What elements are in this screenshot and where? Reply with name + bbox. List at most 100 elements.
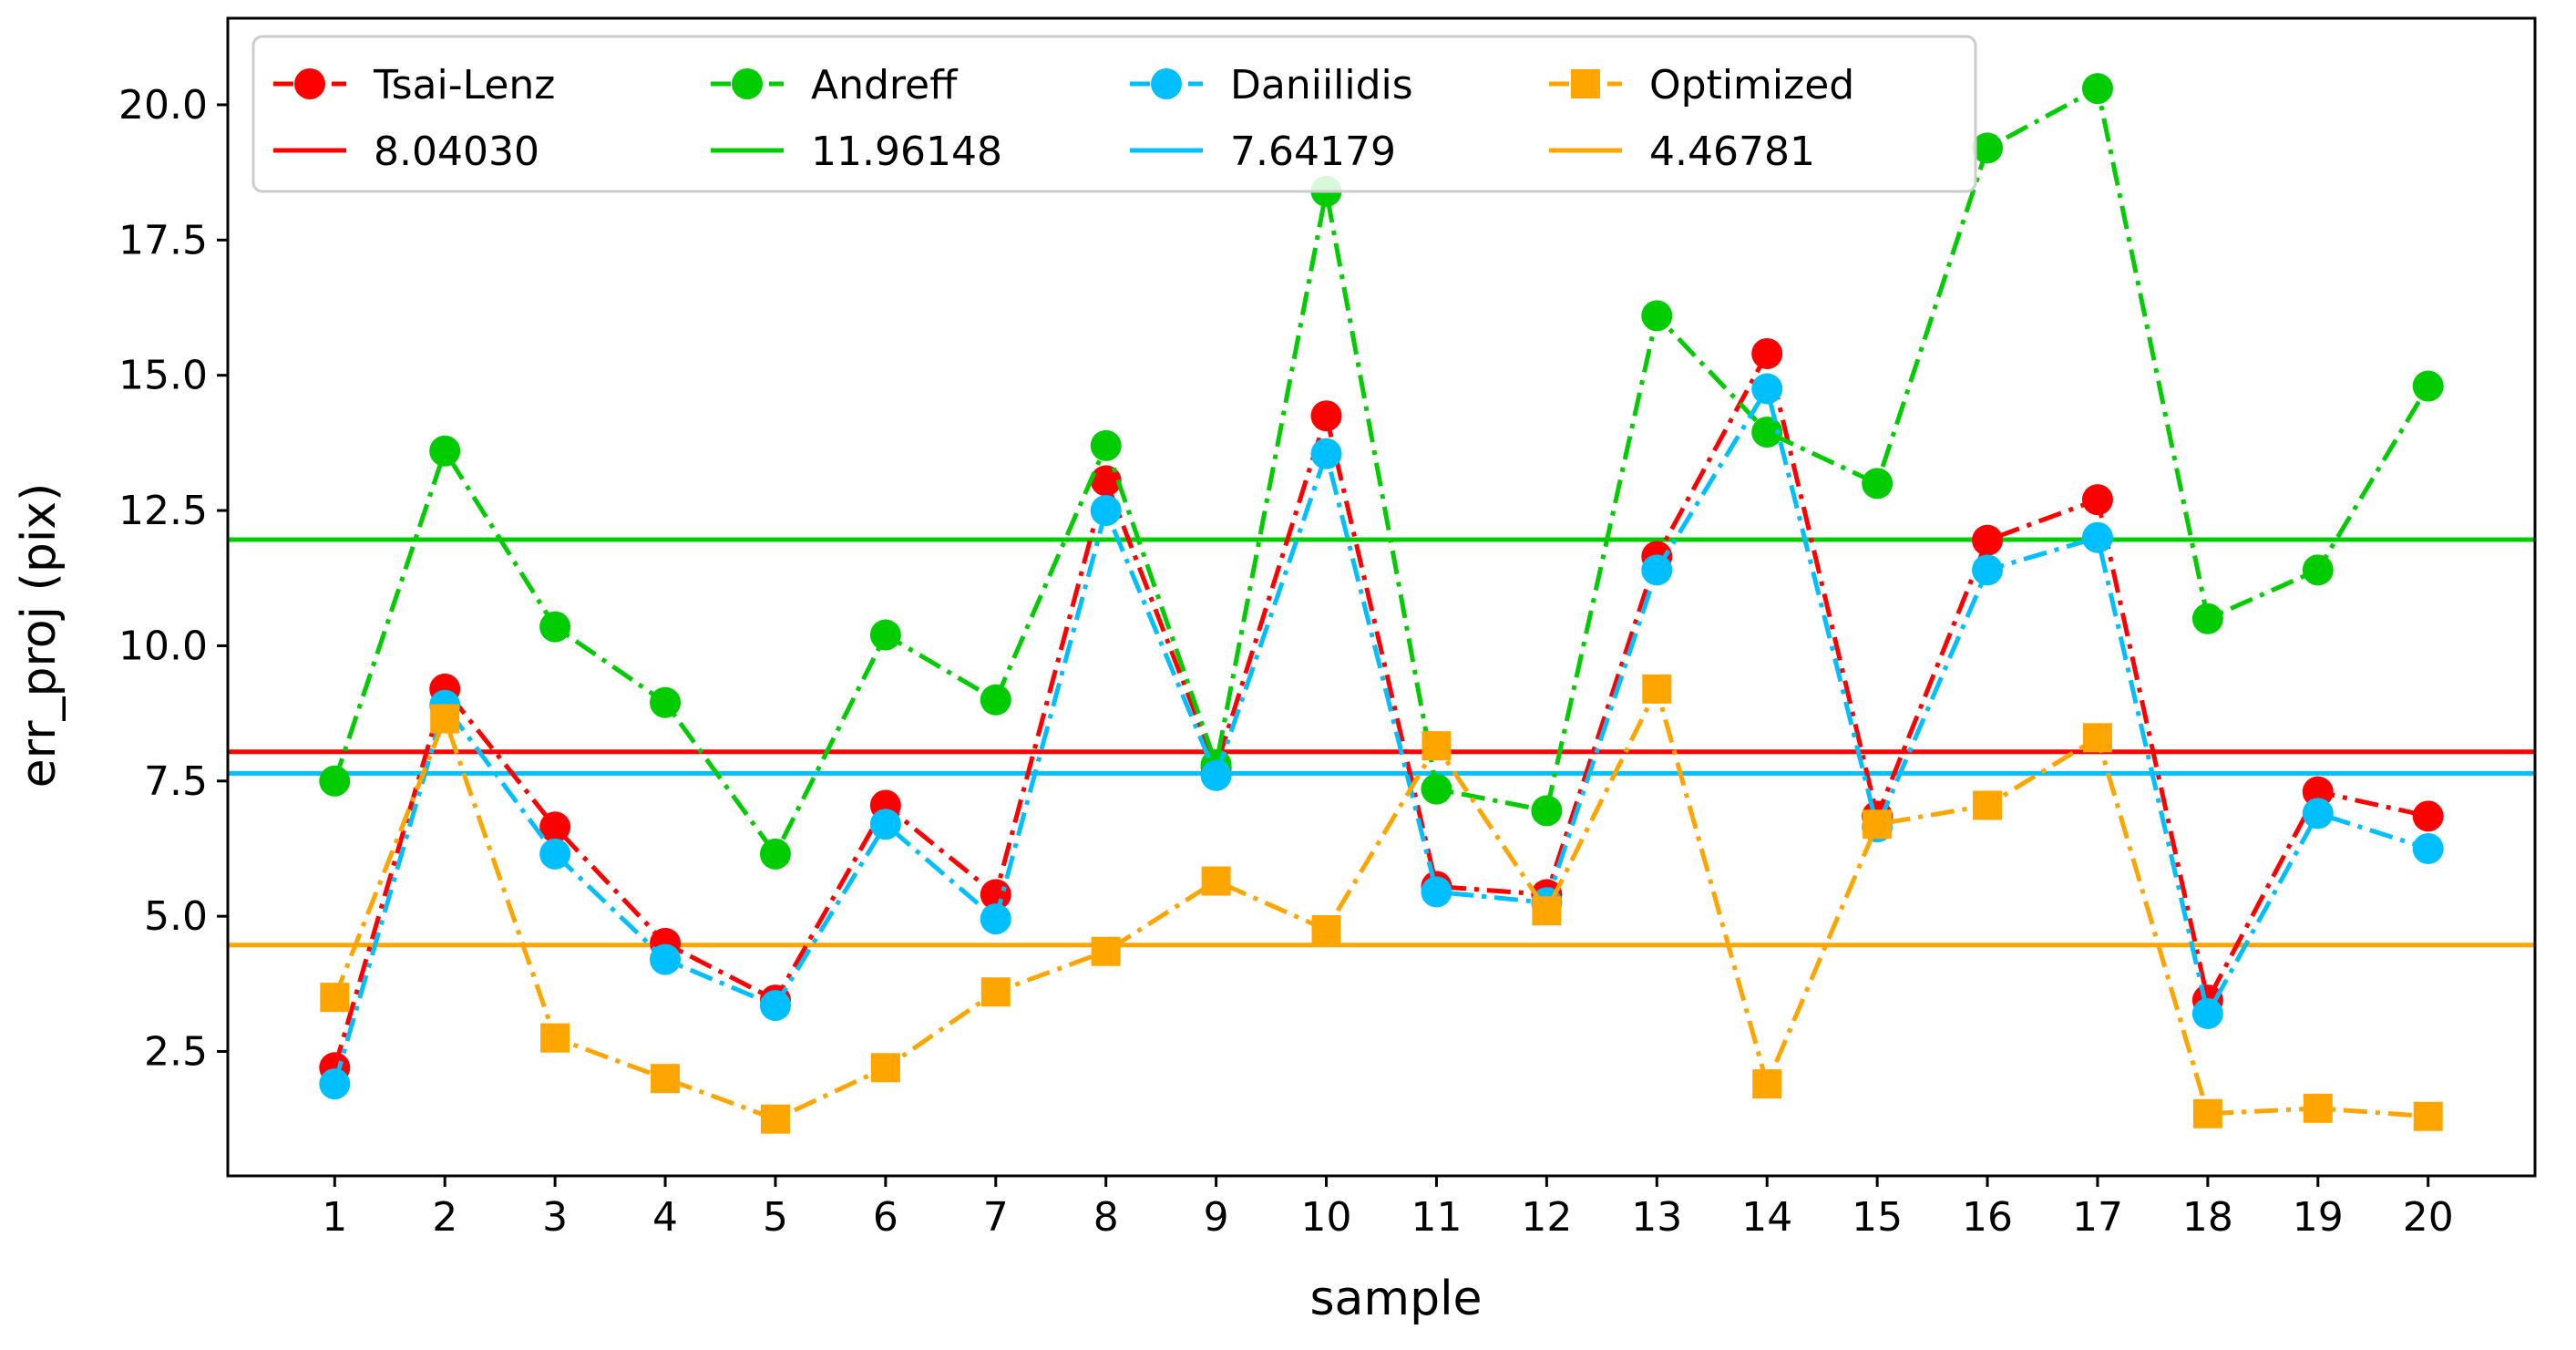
series-line-daniilidis — [332, 386, 2429, 1085]
legend-label-tsai-lenz: Tsai-Lenz — [373, 62, 555, 108]
data-point-daniilidis — [650, 943, 682, 975]
mean-lines — [228, 537, 2535, 948]
series-andreff — [319, 73, 2444, 870]
x-tick-label: 5 — [763, 1194, 788, 1241]
y-tick-label: 2.5 — [144, 1029, 208, 1076]
data-point-andreff — [1751, 416, 1783, 448]
data-point-daniilidis — [980, 903, 1011, 935]
data-point-andreff — [2412, 370, 2444, 402]
plot-frame — [226, 16, 2537, 1178]
series-optimized — [320, 674, 2443, 1134]
x-tick-label: 20 — [2403, 1194, 2454, 1241]
data-point-daniilidis — [1421, 876, 1452, 908]
legend-mean-label-andreff: 11.96148 — [811, 129, 1002, 175]
series-line-tsai-lenz — [332, 351, 2429, 1068]
y-tick-label: 10.0 — [118, 623, 208, 669]
y-axis-label: err_proj (pix) — [12, 483, 67, 788]
data-point-tsai-lenz — [2412, 800, 2444, 832]
x-tick-label: 7 — [983, 1194, 1009, 1241]
legend-mean-label-tsai-lenz: 8.04030 — [374, 129, 539, 175]
data-point-optimized — [2192, 1098, 2222, 1128]
data-point-daniilidis — [539, 838, 571, 870]
data-point-andreff — [1531, 795, 1563, 827]
data-point-tsai-lenz — [1310, 400, 1342, 432]
legend-marker-daniilidis — [1151, 68, 1182, 99]
legend-label-daniilidis: Daniilidis — [1230, 62, 1413, 108]
data-point-optimized — [1421, 731, 1452, 761]
data-point-andreff — [319, 765, 351, 797]
x-tick-label: 16 — [1962, 1194, 2013, 1241]
x-tick-label: 2 — [432, 1194, 457, 1241]
legend-box — [251, 35, 1977, 193]
x-axis-label: sample — [1309, 1272, 1482, 1326]
data-point-optimized — [1973, 790, 2003, 820]
data-point-optimized — [2082, 723, 2112, 753]
y-tick-label: 12.5 — [118, 488, 208, 534]
data-point-daniilidis — [1972, 554, 2004, 586]
data-point-andreff — [2081, 73, 2113, 105]
x-tick-label: 6 — [873, 1194, 898, 1241]
series-line-optimized — [332, 686, 2428, 1122]
data-point-optimized — [1201, 866, 1231, 896]
data-point-andreff — [650, 686, 682, 718]
data-point-daniilidis — [1310, 438, 1342, 469]
x-tick-label: 12 — [1521, 1194, 1572, 1241]
data-point-optimized — [2413, 1101, 2443, 1131]
data-point-daniilidis — [869, 809, 901, 840]
y-tick-label: 5.0 — [144, 893, 208, 940]
x-tick-label: 15 — [1852, 1194, 1903, 1241]
x-tick-label: 17 — [2072, 1194, 2123, 1241]
data-point-daniilidis — [759, 990, 791, 1022]
data-point-andreff — [1421, 773, 1452, 805]
data-point-optimized — [430, 704, 460, 734]
series-layer — [319, 73, 2444, 1134]
y-tick-label: 20.0 — [118, 82, 208, 129]
data-point-daniilidis — [1641, 554, 1673, 586]
series-line-andreff — [332, 86, 2430, 857]
x-tick-label: 8 — [1093, 1194, 1119, 1241]
legend-mean-label-optimized: 4.46781 — [1649, 129, 1815, 175]
data-point-optimized — [320, 983, 350, 1013]
y-tick-label: 17.5 — [118, 217, 208, 263]
data-point-andreff — [2191, 603, 2223, 634]
data-point-optimized — [1532, 896, 1562, 926]
data-point-optimized — [1091, 936, 1121, 966]
data-point-optimized — [980, 977, 1011, 1007]
x-tick-label: 19 — [2293, 1194, 2344, 1241]
data-point-andreff — [759, 838, 791, 870]
data-point-optimized — [1311, 914, 1341, 944]
data-point-andreff — [539, 611, 571, 643]
data-point-optimized — [760, 1104, 790, 1134]
x-tick-label: 3 — [542, 1194, 568, 1241]
data-point-daniilidis — [319, 1068, 351, 1100]
legend-marker-optimized — [1571, 69, 1600, 98]
x-tick-label: 18 — [2182, 1194, 2233, 1241]
x-tick-label: 11 — [1411, 1194, 1462, 1241]
data-point-optimized — [870, 1053, 900, 1083]
data-point-daniilidis — [1090, 495, 1122, 527]
x-tick-label: 14 — [1741, 1194, 1792, 1241]
legend-marker-andreff — [732, 68, 763, 99]
data-point-andreff — [1862, 468, 1894, 500]
data-point-tsai-lenz — [1090, 465, 1122, 497]
data-point-daniilidis — [1751, 373, 1783, 405]
data-point-daniilidis — [2191, 997, 2223, 1029]
data-point-daniilidis — [2302, 798, 2334, 830]
data-point-andreff — [1090, 429, 1122, 461]
data-point-tsai-lenz — [539, 811, 571, 843]
data-point-daniilidis — [2412, 832, 2444, 864]
data-point-tsai-lenz — [2081, 484, 2113, 516]
x-tick-label: 4 — [652, 1194, 678, 1241]
y-tick-label: 15.0 — [118, 353, 208, 399]
y-tick-label: 7.5 — [144, 758, 208, 805]
data-point-andreff — [2302, 554, 2334, 586]
x-tick-label: 10 — [1301, 1194, 1352, 1241]
x-tick-label: 1 — [322, 1194, 347, 1241]
data-point-optimized — [1752, 1069, 1782, 1099]
data-point-optimized — [1863, 809, 1893, 840]
legend-mean-label-daniilidis: 7.64179 — [1230, 129, 1396, 175]
data-point-andreff — [869, 619, 901, 651]
data-point-optimized — [540, 1023, 570, 1053]
